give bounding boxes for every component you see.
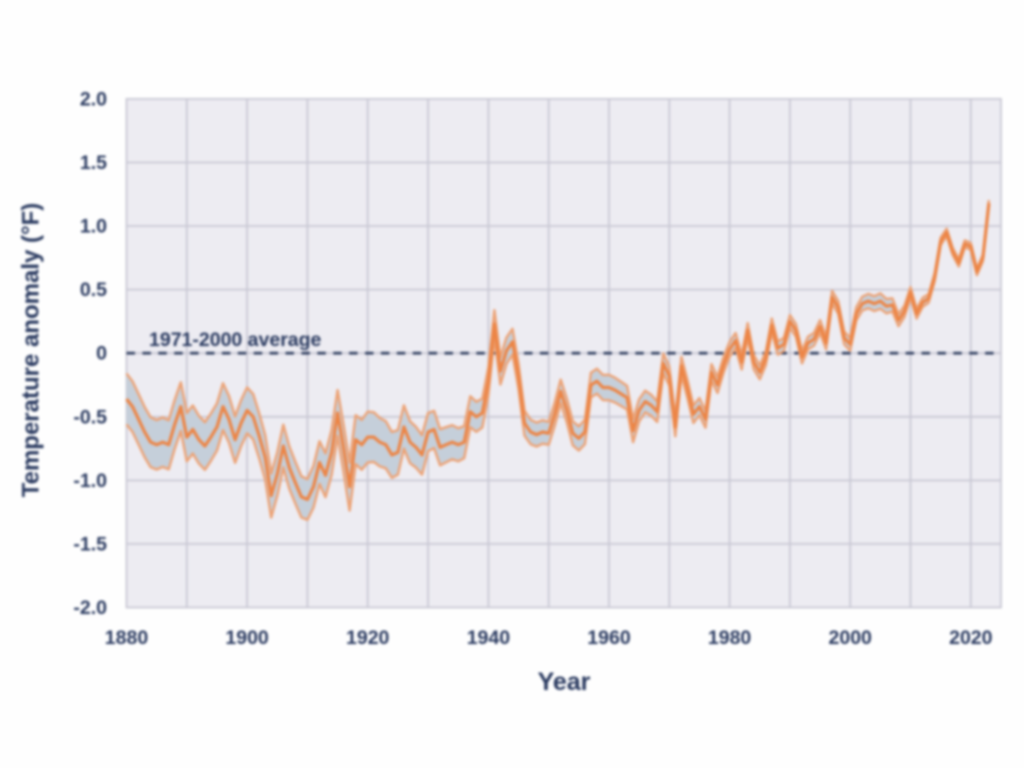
- svg-text:-0.5: -0.5: [73, 406, 107, 428]
- svg-text:2020: 2020: [949, 627, 993, 649]
- svg-text:-1.5: -1.5: [73, 533, 107, 555]
- svg-text:0: 0: [96, 343, 107, 365]
- svg-text:1960: 1960: [587, 627, 631, 649]
- svg-text:Year: Year: [538, 668, 591, 696]
- svg-text:1980: 1980: [708, 627, 752, 649]
- svg-text:1880: 1880: [105, 627, 149, 649]
- svg-text:-1.0: -1.0: [73, 470, 107, 492]
- svg-text:1.0: 1.0: [80, 216, 107, 238]
- svg-text:2.0: 2.0: [80, 88, 107, 110]
- svg-text:1900: 1900: [225, 627, 269, 649]
- svg-text:-2.0: -2.0: [73, 597, 107, 619]
- svg-text:0.5: 0.5: [80, 279, 107, 301]
- svg-text:1.5: 1.5: [80, 152, 107, 174]
- svg-text:1971-2000 average: 1971-2000 average: [149, 329, 322, 351]
- svg-text:Temperature anomaly (°F): Temperature anomaly (°F): [18, 203, 45, 498]
- svg-text:1940: 1940: [467, 627, 511, 649]
- svg-text:1920: 1920: [346, 627, 390, 649]
- svg-text:2000: 2000: [829, 627, 873, 649]
